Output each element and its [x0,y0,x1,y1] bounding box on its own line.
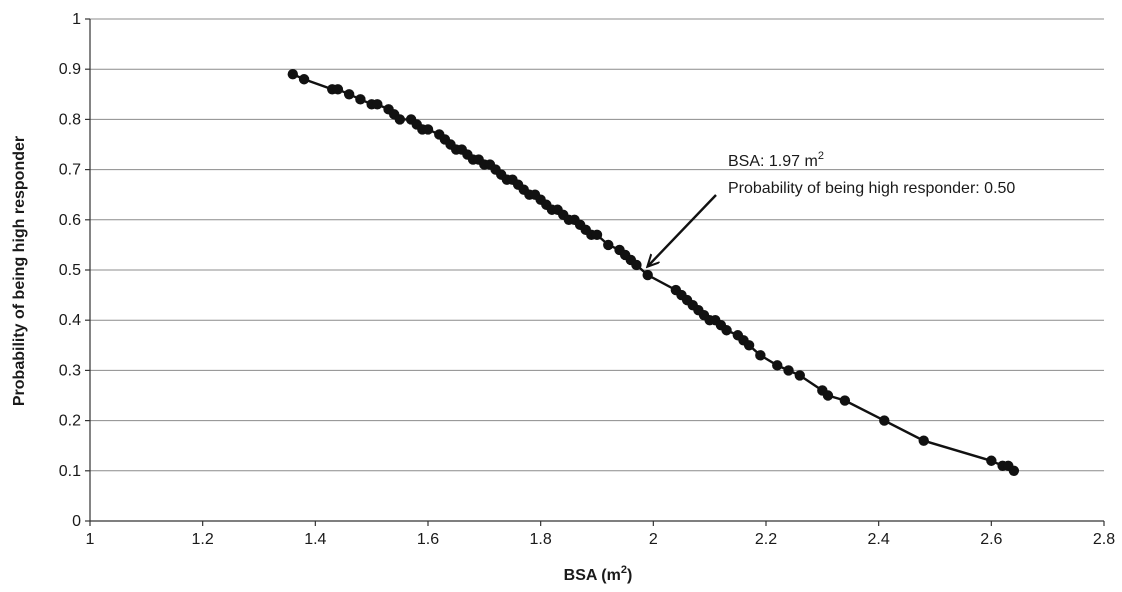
y-tick-label: 1 [72,11,81,28]
data-point [603,239,614,251]
y-tick-label: 0.9 [59,61,81,78]
y-tick-label: 0.7 [59,162,81,179]
data-point [783,365,794,376]
data-point [355,94,366,105]
x-tick-label: 1 [86,531,95,548]
data-point [794,370,805,381]
x-tick-label: 1.4 [304,531,326,548]
y-axis-title: Probability of being high responder [11,136,28,406]
grid-lines [90,18,1104,472]
data-point [721,325,732,336]
data-point [298,74,310,85]
data-point [332,84,344,95]
data-point [743,340,755,351]
data-point [755,350,766,361]
y-tick-label: 0 [72,513,81,530]
data-point [394,114,406,125]
data-point [631,259,642,271]
x-tick-labels: 1 1.2 1.4 1.6 1.8 2 2.2 2.4 2.6 2.8 [86,531,1116,548]
data-point [772,360,783,371]
annotation-probability-label: Probability of being high responder: 0.5… [728,180,1015,197]
data-point [343,89,355,100]
annotation-arrow [648,194,717,266]
x-axis-title: BSA (m2) [564,564,633,584]
data-point [986,455,997,466]
x-tick-label: 2 [649,531,658,548]
y-tick-label: 0.8 [59,111,81,128]
data-point [642,269,653,281]
x-tick-label: 1.2 [192,531,214,548]
y-tick-label: 0.4 [59,312,81,329]
x-tick-label: 2.8 [1093,531,1115,548]
y-tick-label: 0.1 [59,463,81,480]
data-point [1008,465,1020,476]
annotation: BSA: 1.97 m2 Probability of being high r… [648,150,1015,266]
x-tick-label: 2.6 [980,531,1002,548]
x-tick-label: 1.6 [417,531,439,548]
annotation-bsa-label: BSA: 1.97 m2 [728,150,824,170]
data-point [591,229,603,241]
x-tick-label: 2.4 [868,531,890,548]
data-point [287,69,298,80]
data-point [372,99,383,110]
series-line [292,73,1015,472]
data-point [422,124,434,135]
axes [85,18,1105,526]
data-series [287,69,1020,476]
data-point [918,435,929,446]
y-tick-label: 0.6 [59,212,81,229]
x-tick-label: 2.2 [755,531,777,548]
y-tick-labels: 0 0.1 0.2 0.3 0.4 0.5 0.6 0.7 0.8 0.9 1 [59,11,81,530]
x-tick-label: 1.8 [530,531,552,548]
y-tick-label: 0.3 [59,362,81,379]
data-point [839,395,851,406]
data-point [822,390,834,401]
data-point [879,415,890,426]
y-tick-label: 0.2 [59,413,81,430]
y-tick-label: 0.5 [59,262,81,279]
